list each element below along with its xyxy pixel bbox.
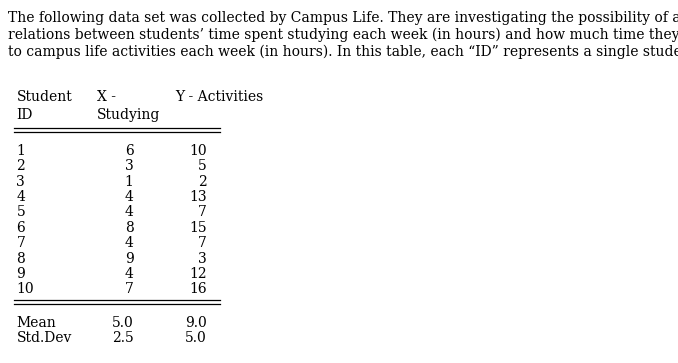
Text: 2: 2 [198,175,207,188]
Text: 8: 8 [125,221,134,235]
Text: 7: 7 [198,205,207,219]
Text: Mean: Mean [16,316,56,330]
Text: 4: 4 [125,236,134,250]
Text: 15: 15 [189,221,207,235]
Text: X -: X - [97,90,116,104]
Text: 5: 5 [198,159,207,173]
Text: relations between students’ time spent studying each week (in hours) and how muc: relations between students’ time spent s… [8,28,678,42]
Text: 10: 10 [189,144,207,158]
Text: 6: 6 [16,221,25,235]
Text: 8: 8 [16,252,25,266]
Text: 7: 7 [198,236,207,250]
Text: 5.0: 5.0 [112,316,134,330]
Text: 13: 13 [189,190,207,204]
Text: 9: 9 [125,252,134,266]
Text: 16: 16 [189,282,207,297]
Text: 4: 4 [125,190,134,204]
Text: to campus life activities each week (in hours). In this table, each “ID” represe: to campus life activities each week (in … [8,45,678,60]
Text: Studying: Studying [97,108,161,122]
Text: 5.0: 5.0 [185,331,207,345]
Text: 6: 6 [125,144,134,158]
Text: 2: 2 [16,159,25,173]
Text: 3: 3 [16,175,25,188]
Text: 3: 3 [125,159,134,173]
Text: 2.5: 2.5 [112,331,134,345]
Text: 7: 7 [16,236,25,250]
Text: The following data set was collected by Campus Life. They are investigating the : The following data set was collected by … [8,11,678,25]
Text: Y - Activities: Y - Activities [175,90,263,104]
Text: 3: 3 [198,252,207,266]
Text: 1: 1 [16,144,25,158]
Text: 4: 4 [16,190,25,204]
Text: Student: Student [16,90,72,104]
Text: 9.0: 9.0 [185,316,207,330]
Text: 5: 5 [16,205,25,219]
Text: Std.Dev: Std.Dev [16,331,72,345]
Text: 4: 4 [125,267,134,281]
Text: 12: 12 [189,267,207,281]
Text: 4: 4 [125,205,134,219]
Text: 10: 10 [16,282,34,297]
Text: 7: 7 [125,282,134,297]
Text: 9: 9 [16,267,25,281]
Text: 1: 1 [125,175,134,188]
Text: ID: ID [16,108,33,122]
